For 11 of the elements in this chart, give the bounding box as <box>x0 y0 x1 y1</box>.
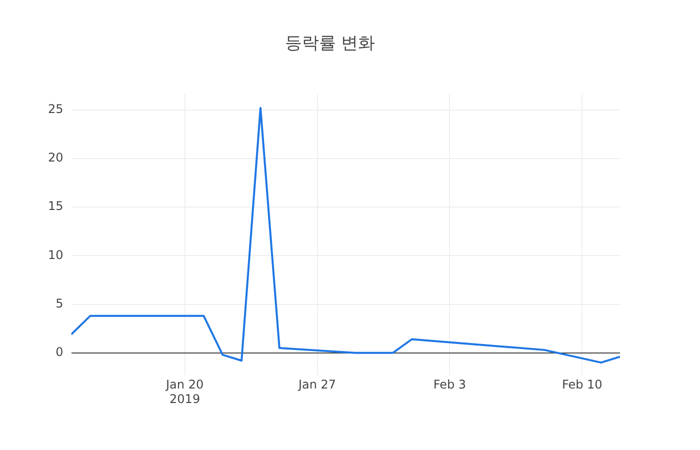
y-tick-label: 15 <box>48 199 64 214</box>
y-tick-label: 0 <box>56 344 64 359</box>
x-tick-label: Jan 20 2019 <box>165 378 204 406</box>
x-tick-label: Jan 27 <box>297 378 336 392</box>
x-tick-label: Feb 10 <box>562 378 602 392</box>
y-tick-label: 5 <box>56 296 64 310</box>
y-tick-label: 20 <box>48 150 64 165</box>
y-tick-label: 10 <box>48 248 64 262</box>
x-tick-label: Feb 3 <box>433 378 466 392</box>
y-tick-label: 25 <box>48 102 64 116</box>
chart-title: 등락률 변화 <box>284 34 376 54</box>
